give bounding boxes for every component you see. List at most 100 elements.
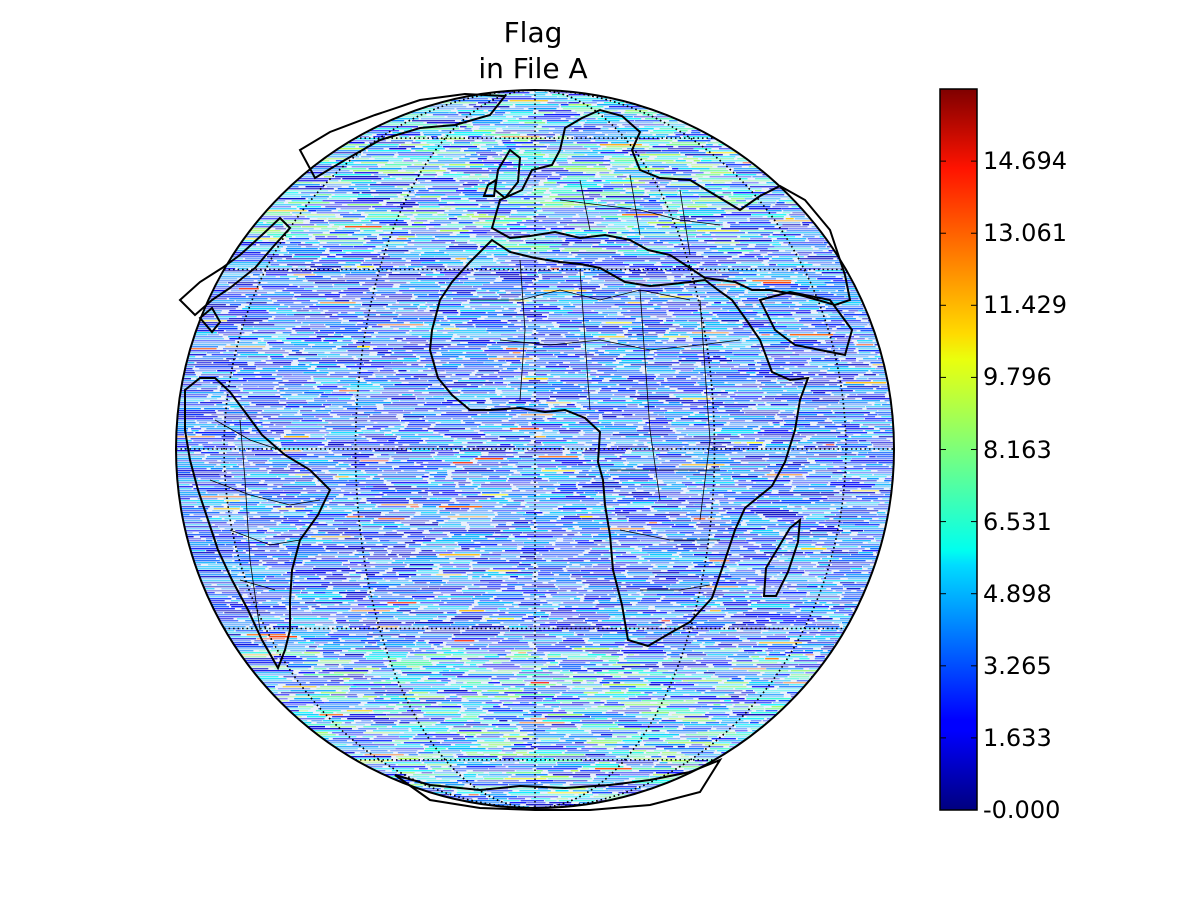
flag-streak xyxy=(878,462,894,464)
flag-streak xyxy=(286,402,308,404)
flag-streak xyxy=(455,208,499,210)
flag-streak xyxy=(500,394,532,396)
flag-streak xyxy=(510,214,536,216)
flag-streak xyxy=(615,368,640,370)
flag-streak xyxy=(873,508,894,510)
flag-streak xyxy=(279,450,302,452)
flag-streak xyxy=(770,404,789,406)
flag-streak xyxy=(549,190,573,192)
flag-streak xyxy=(510,386,529,388)
flag-streak xyxy=(296,310,309,312)
flag-streak xyxy=(647,272,665,274)
flag-streak xyxy=(447,168,482,170)
flag-streak xyxy=(596,294,625,296)
flag-streak xyxy=(263,498,282,500)
flag-streak xyxy=(433,528,466,530)
flag-streak xyxy=(255,224,283,226)
flag-streak xyxy=(544,444,585,446)
flag-streak xyxy=(642,486,687,488)
flag-streak xyxy=(219,474,247,476)
flag-streak xyxy=(730,226,775,228)
flag-streak xyxy=(331,226,339,228)
flag-streak xyxy=(539,142,574,144)
flag-streak xyxy=(691,534,713,536)
flag-streak xyxy=(249,518,288,520)
flag-streak xyxy=(244,238,285,240)
flag-streak xyxy=(728,334,758,336)
flag-streak xyxy=(748,292,773,294)
flag-streak xyxy=(726,376,764,378)
flag-streak xyxy=(571,440,593,442)
flag-streak xyxy=(411,450,431,452)
flag-streak xyxy=(621,414,633,416)
flag-streak xyxy=(793,340,818,342)
flag-streak xyxy=(373,554,386,556)
flag-streak xyxy=(687,500,716,502)
flag-streak xyxy=(564,248,602,250)
flag-streak xyxy=(319,260,364,262)
flag-streak xyxy=(480,154,498,156)
flag-streak xyxy=(704,452,732,454)
flag-streak xyxy=(719,500,753,502)
flag-streak xyxy=(322,246,354,248)
flag-streak xyxy=(637,398,680,400)
flag-streak xyxy=(220,388,239,390)
flag-streak xyxy=(401,144,430,146)
flag-streak xyxy=(847,386,880,388)
flag-streak xyxy=(464,150,492,152)
flag-streak xyxy=(520,368,530,370)
flag-streak xyxy=(371,360,417,362)
flag-streak xyxy=(793,444,823,446)
flag-streak xyxy=(726,362,757,364)
flag-streak xyxy=(473,540,512,542)
flag-streak xyxy=(429,348,439,350)
flag-streak xyxy=(386,200,402,202)
flag-streak xyxy=(426,402,442,404)
flag-streak xyxy=(797,414,817,416)
flag-streak xyxy=(625,110,648,112)
flag-streak xyxy=(346,294,376,296)
flag-streak xyxy=(648,344,689,346)
flag-streak xyxy=(597,402,643,404)
flag-streak xyxy=(176,436,215,438)
flag-streak xyxy=(222,440,252,442)
flag-streak xyxy=(780,412,793,414)
flag-streak xyxy=(230,406,242,408)
flag-streak xyxy=(279,400,307,402)
flag-streak xyxy=(192,484,236,486)
flag-streak xyxy=(874,402,887,404)
flag-streak xyxy=(624,136,666,138)
flag-streak xyxy=(477,158,487,160)
flag-streak xyxy=(755,512,799,514)
flag-streak xyxy=(604,240,627,242)
flag-streak xyxy=(317,354,340,356)
flag-streak xyxy=(657,156,687,158)
flag-streak xyxy=(249,304,280,306)
flag-streak xyxy=(637,546,646,548)
flag-streak xyxy=(444,386,478,388)
flag-streak xyxy=(557,488,578,490)
flag-streak xyxy=(868,320,894,322)
flag-streak xyxy=(709,296,725,298)
flag-streak xyxy=(218,526,258,528)
flag-streak xyxy=(189,350,227,352)
flag-streak xyxy=(456,234,470,236)
flag-streak xyxy=(730,358,773,360)
flag-streak xyxy=(494,406,511,408)
flag-streak xyxy=(568,372,575,374)
flag-streak xyxy=(480,456,514,458)
flag-streak xyxy=(762,314,793,316)
flag-streak xyxy=(815,270,854,272)
flag-streak xyxy=(834,412,870,414)
flag-streak xyxy=(861,488,884,490)
flag-streak xyxy=(743,302,775,304)
flag-streak xyxy=(841,424,860,426)
flag-streak xyxy=(439,524,462,526)
flag-streak xyxy=(571,252,616,254)
flag-streak xyxy=(511,418,527,420)
flag-streak xyxy=(453,298,498,300)
flag-streak xyxy=(472,230,491,232)
flag-streak xyxy=(799,258,834,260)
flag-streak xyxy=(502,128,535,130)
flag-streak xyxy=(213,290,228,292)
